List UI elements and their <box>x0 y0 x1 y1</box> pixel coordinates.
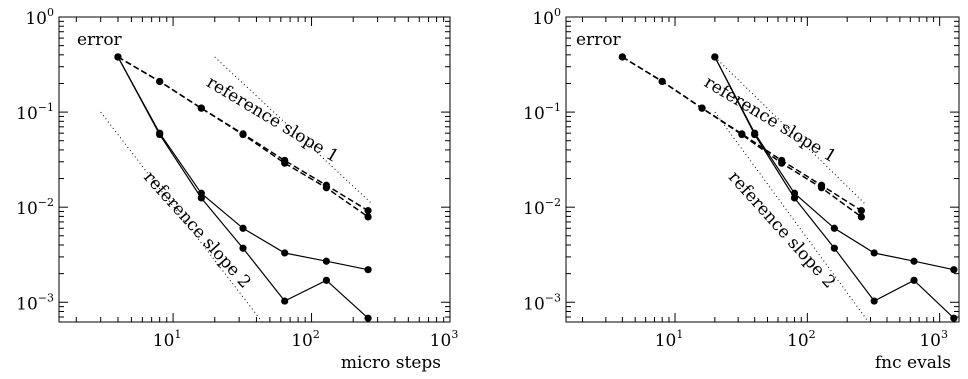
y-tick-label: 100 <box>532 6 561 29</box>
series-line-solid <box>714 56 955 271</box>
data-point <box>364 213 372 221</box>
x-tick-label: 103 <box>919 328 948 351</box>
data-point <box>910 276 918 284</box>
x-tick-label: 102 <box>291 328 320 351</box>
data-point <box>281 159 289 167</box>
y-tick-label: 10−3 <box>16 291 54 314</box>
data-point <box>156 77 164 86</box>
data-point <box>281 249 289 257</box>
x-tick-label: 101 <box>153 328 182 351</box>
data-point <box>751 130 759 139</box>
data-point <box>618 53 626 61</box>
data-point <box>239 224 247 232</box>
y-tick-label: 10−1 <box>16 101 54 124</box>
data-point <box>711 53 719 61</box>
x-axis-title: micro steps <box>341 353 441 373</box>
y-tick-label: 10−1 <box>523 101 561 124</box>
x-tick-label: 103 <box>430 328 459 351</box>
x-tick-label: 102 <box>787 328 816 351</box>
y-axis-title: error <box>576 30 622 50</box>
data-point <box>364 314 372 322</box>
plot-frame <box>565 16 960 323</box>
data-point <box>870 297 878 305</box>
y-axis-title: error <box>77 30 123 50</box>
data-point <box>322 184 330 192</box>
data-point <box>738 130 746 139</box>
data-point <box>239 130 247 139</box>
x-axis-title: fnc evals <box>875 353 951 373</box>
data-point <box>817 184 826 192</box>
series-line-dotted <box>100 111 263 322</box>
data-point <box>197 104 205 112</box>
data-point <box>950 314 958 322</box>
data-point <box>870 249 878 257</box>
data-point <box>857 213 865 221</box>
data-point <box>197 194 205 202</box>
data-point <box>156 130 164 139</box>
y-tick-label: 10−2 <box>16 196 54 219</box>
data-point <box>239 244 247 252</box>
data-point <box>322 276 330 284</box>
data-point <box>114 53 122 61</box>
y-tick-label: 10−2 <box>523 196 561 219</box>
data-point <box>857 207 865 215</box>
data-point <box>830 224 838 232</box>
data-point <box>322 257 330 265</box>
plot-frame <box>58 16 451 323</box>
x-tick-label: 101 <box>655 328 684 351</box>
data-point <box>830 244 838 252</box>
data-point <box>658 77 666 86</box>
data-point <box>950 266 958 274</box>
data-point <box>364 266 372 274</box>
series-line-dotted <box>714 111 869 322</box>
data-point <box>778 159 786 167</box>
data-point <box>364 207 372 215</box>
data-point <box>790 194 799 202</box>
y-tick-label: 10−3 <box>523 291 561 314</box>
data-point <box>281 297 289 305</box>
y-tick-label: 100 <box>25 6 54 29</box>
data-point <box>698 104 706 112</box>
chart-panel-1: 101 102 103 100 10−1 10−2 10−3 micro steps error… <box>16 6 458 373</box>
series-line-dotted <box>714 56 865 204</box>
data-point <box>910 257 918 265</box>
